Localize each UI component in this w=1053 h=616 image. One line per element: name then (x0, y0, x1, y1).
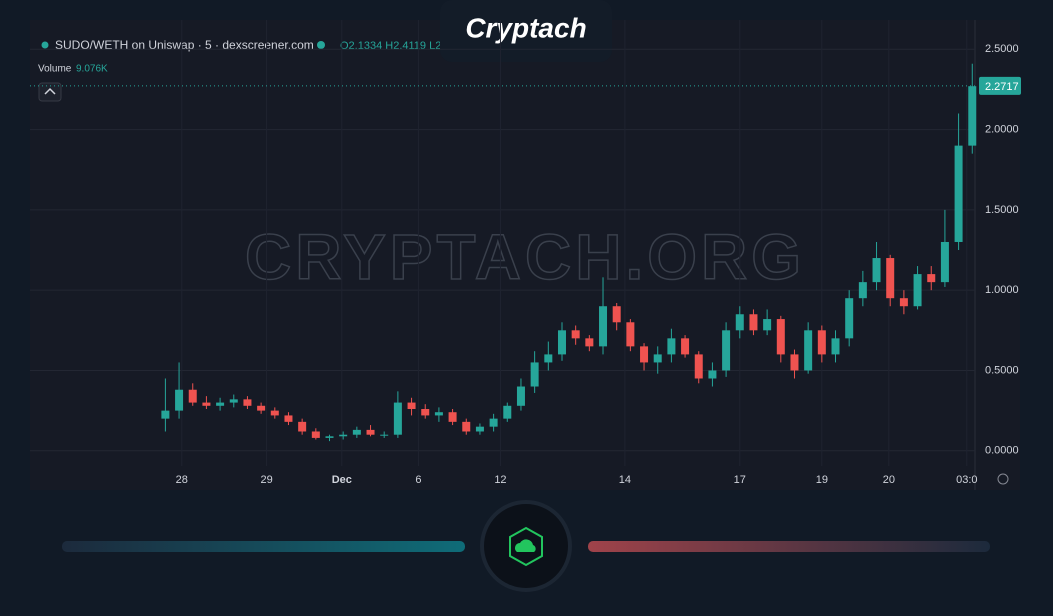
x-tick-label: 03:0 (956, 474, 977, 486)
candle-body (216, 402, 225, 406)
candle-body (694, 354, 703, 379)
y-tick-label: 1.0000 (985, 284, 1019, 296)
candle-body (503, 405, 512, 419)
settings-icon[interactable] (997, 473, 1009, 485)
x-tick-label: 12 (494, 474, 506, 486)
candle-body (161, 410, 170, 419)
candle-body (516, 386, 525, 406)
candle-body (434, 412, 443, 416)
y-tick-label: 2.0000 (985, 123, 1019, 135)
candle-body (475, 426, 484, 432)
chevron (44, 87, 56, 95)
candle-body (366, 429, 375, 435)
y-tick-label: 0.5000 (985, 364, 1019, 376)
x-tick-label: 28 (176, 474, 188, 486)
last-price-box (979, 76, 1021, 95)
candle-body (708, 370, 717, 379)
candle-body (352, 429, 361, 435)
candle-body (626, 322, 635, 347)
candle-body (257, 405, 266, 411)
candle-body (749, 314, 758, 331)
candle-body (325, 436, 334, 438)
x-tick-label: 29 (260, 474, 272, 486)
candle-body (557, 330, 566, 355)
candle-body (284, 415, 293, 422)
candle-body (640, 346, 649, 363)
candle-body (571, 330, 580, 339)
y-tick-label: 0.0000 (985, 445, 1019, 457)
x-tick-label: 6 (415, 474, 421, 486)
candle-body (899, 298, 908, 307)
candle-body (954, 145, 963, 242)
candle-body (380, 434, 389, 436)
candle-body (599, 306, 608, 347)
candle-body (188, 389, 197, 403)
candle-body (763, 319, 772, 331)
candle-body (585, 338, 594, 347)
candle-body (448, 412, 457, 422)
last-price-label: 2.2717 (985, 81, 1019, 93)
candle-body (530, 362, 539, 387)
brand-tab (440, 0, 612, 62)
candle-body (612, 306, 621, 323)
ohlc: O2.1334 H2.4119 L2. (340, 40, 444, 52)
candle-body (845, 298, 854, 339)
bar-right (588, 541, 990, 552)
candle-body (790, 354, 799, 371)
candle-body (243, 399, 252, 406)
candle-body (393, 402, 402, 435)
candle-body (886, 258, 895, 299)
y-tick-label: 1.5000 (985, 204, 1019, 216)
candle-body (489, 418, 498, 427)
candle-body (229, 399, 238, 403)
candle-body (298, 421, 307, 432)
chart-panel (30, 20, 1020, 490)
candle-body (968, 86, 977, 146)
candle-body (339, 434, 348, 437)
x-tick-label: 19 (816, 474, 828, 486)
logo-cloud (514, 539, 536, 552)
candle-body (858, 282, 867, 299)
watermark: CRYPTACH.ORG (245, 221, 805, 293)
x-tick-label: 17 (734, 474, 746, 486)
candle-body (804, 330, 813, 371)
candle-body (462, 421, 471, 432)
status-dot (41, 41, 49, 49)
candle-body (653, 354, 662, 363)
candle-body (681, 338, 690, 355)
candle-body (927, 274, 936, 283)
candle-body (421, 409, 430, 416)
candle-body (202, 402, 211, 406)
volume-label: Volume (38, 64, 72, 75)
candle-body (735, 314, 744, 331)
x-tick-label: Dec (332, 474, 352, 486)
candle-body (407, 402, 416, 410)
candle-body (913, 274, 922, 307)
candle-body (722, 330, 731, 371)
volume-value: 9.076K (76, 64, 108, 75)
candle-body (940, 241, 949, 283)
x-tick-label: 14 (619, 474, 631, 486)
x-tick-label: 20 (883, 474, 895, 486)
candle-body (817, 330, 826, 355)
candle-body (544, 354, 553, 363)
candle-body (872, 258, 881, 283)
candle-body (831, 338, 840, 355)
collapse-button[interactable] (38, 82, 62, 102)
bar-left (62, 541, 465, 552)
candle-body (270, 410, 279, 416)
chart-title: SUDO/WETH on Uniswap · 5 · dexscreener.c… (55, 38, 314, 52)
candle-body (776, 319, 785, 355)
candle-body (667, 338, 676, 355)
brand: Cryptach (465, 12, 586, 43)
status-dot (317, 41, 325, 49)
candle-body (175, 389, 184, 411)
logo (509, 526, 543, 567)
candle-body (311, 431, 320, 438)
y-tick-label: 2.5000 (985, 43, 1019, 55)
